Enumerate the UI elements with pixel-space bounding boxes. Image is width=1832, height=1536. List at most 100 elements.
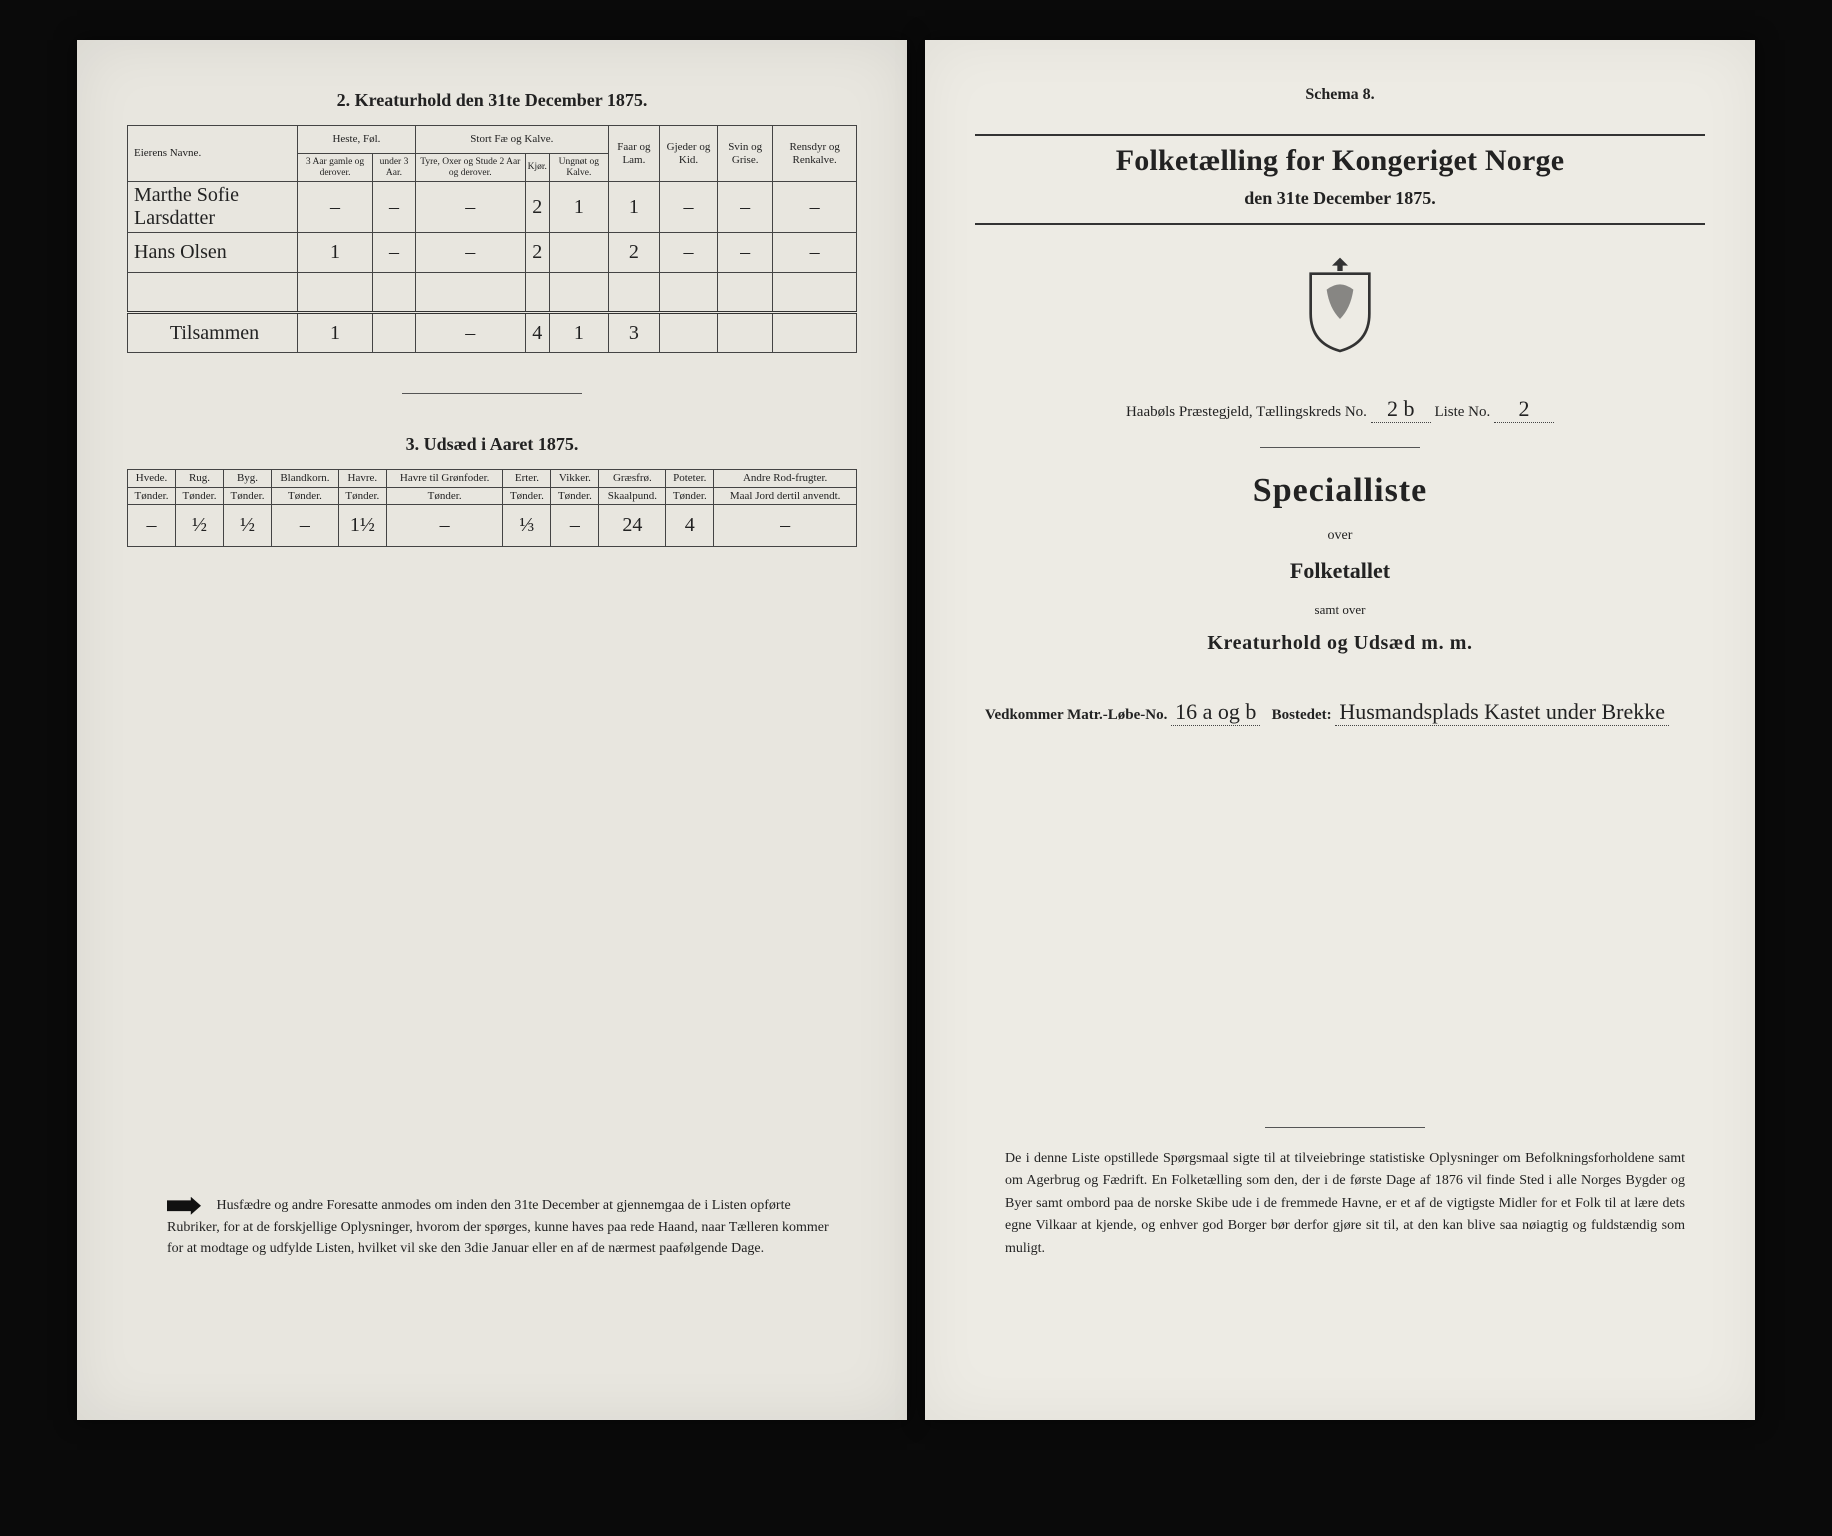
col-cattle-2: Kjør.	[525, 154, 549, 182]
unit: Tønder.	[176, 487, 224, 505]
unit: Tønder.	[224, 487, 272, 505]
col: Byg.	[224, 470, 272, 488]
cell: 1	[549, 313, 608, 353]
right-page: Schema 8. Folketælling for Kongeriget No…	[925, 40, 1755, 1420]
kreaturhold-heading: Kreaturhold og Udsæd m. m.	[975, 632, 1705, 655]
col-reindeer: Rensdyr og Renkalve.	[773, 126, 857, 182]
col-horses: Heste, Føl.	[298, 126, 416, 154]
kreaturhold-table: Eierens Navne. Heste, Føl. Stort Fæ og K…	[127, 125, 857, 353]
cell: –	[128, 505, 176, 547]
census-date: den 31te December 1875.	[975, 188, 1705, 209]
cell: –	[718, 233, 773, 273]
col: Poteter.	[666, 470, 714, 488]
samt-label: samt over	[975, 602, 1705, 618]
cell: –	[373, 182, 416, 233]
unit: Tønder.	[503, 487, 551, 505]
table-row-sum: Tilsammen 1 – 4 1 3	[128, 313, 857, 353]
col-horses-2: under 3 Aar.	[373, 154, 416, 182]
cell: –	[773, 233, 857, 273]
cell: –	[660, 233, 718, 273]
cell: 1	[298, 233, 373, 273]
col-horses-1: 3 Aar gamle og derover.	[298, 154, 373, 182]
specialliste-heading: Specialliste	[975, 472, 1705, 510]
left-page: 2. Kreaturhold den 31te December 1875. E…	[77, 40, 907, 1420]
divider	[1260, 447, 1420, 448]
pointer-icon	[167, 1197, 201, 1215]
left-footnote: Husfædre og andre Foresatte anmodes om i…	[167, 1198, 829, 1256]
col-name: Eierens Navne.	[128, 126, 298, 182]
col: Blandkorn.	[272, 470, 339, 488]
cell: –	[660, 182, 718, 233]
right-footnote: De i denne Liste opstillede Spørgsmaal s…	[1005, 1151, 1685, 1256]
cell: 1	[298, 313, 373, 353]
cell	[773, 313, 857, 353]
cell: 4	[666, 505, 714, 547]
header-row: Hvede. Rug. Byg. Blandkorn. Havre. Havre…	[128, 470, 857, 488]
col: Vikker.	[551, 470, 599, 488]
divider	[1265, 1127, 1425, 1128]
cell: –	[386, 505, 503, 547]
col-goats: Gjeder og Kid.	[660, 126, 718, 182]
col: Andre Rod-frugter.	[714, 470, 857, 488]
cell: –	[415, 182, 525, 233]
cell: 4	[525, 313, 549, 353]
unit: Tønder.	[272, 487, 339, 505]
over-label: over	[975, 528, 1705, 544]
label: Bostedet:	[1272, 707, 1332, 723]
cell: –	[272, 505, 339, 547]
unit: Maal Jord dertil anvendt.	[714, 487, 857, 505]
cell: ½	[224, 505, 272, 547]
cell: ⅓	[503, 505, 551, 547]
row-name: Hans Olsen	[128, 233, 298, 273]
col-cattle-3: Ungnøt og Kalve.	[549, 154, 608, 182]
unit: Tønder.	[338, 487, 386, 505]
unit: Tønder.	[666, 487, 714, 505]
col: Havre.	[338, 470, 386, 488]
cell: –	[773, 182, 857, 233]
section3-title: 3. Udsæd i Aaret 1875.	[127, 434, 857, 455]
cell	[549, 233, 608, 273]
cell	[660, 313, 718, 353]
kreds-value: 2 b	[1371, 396, 1431, 423]
matr-no: 16 a og b	[1171, 699, 1260, 726]
bosted: Husmandsplads Kastet under Brekke	[1335, 699, 1669, 726]
cell	[373, 313, 416, 353]
cell: 24	[599, 505, 666, 547]
col: Erter.	[503, 470, 551, 488]
label: Haabøls Præstegjeld, Tællingskreds No.	[1126, 404, 1367, 420]
unit: Tønder.	[386, 487, 503, 505]
unit: Skaalpund.	[599, 487, 666, 505]
folketallet-heading: Folketallet	[975, 558, 1705, 584]
cell: –	[718, 182, 773, 233]
cell: –	[373, 233, 416, 273]
unit-row: Tønder. Tønder. Tønder. Tønder. Tønder. …	[128, 487, 857, 505]
cell: 3	[608, 313, 659, 353]
cell: –	[714, 505, 857, 547]
census-title: Folketælling for Kongeriget Norge	[975, 144, 1705, 178]
right-footnote-block: De i denne Liste opstillede Spørgsmaal s…	[1005, 1127, 1685, 1260]
table-row-empty	[128, 273, 857, 313]
section2-title: 2. Kreaturhold den 31te December 1875.	[127, 90, 857, 111]
label: Liste No.	[1434, 404, 1490, 420]
row-name: Marthe Sofie Larsdatter	[128, 182, 298, 233]
schema-label: Schema 8.	[975, 86, 1705, 104]
kreds-line: Haabøls Præstegjeld, Tællingskreds No. 2…	[975, 396, 1705, 423]
unit: Tønder.	[128, 487, 176, 505]
cell: 1½	[338, 505, 386, 547]
col-sheep: Faar og Lam.	[608, 126, 659, 182]
cell: ½	[176, 505, 224, 547]
divider	[975, 223, 1705, 225]
cell: –	[551, 505, 599, 547]
col: Hvede.	[128, 470, 176, 488]
col-pigs: Svin og Grise.	[718, 126, 773, 182]
divider	[402, 393, 582, 394]
cell: 2	[525, 182, 549, 233]
sum-label: Tilsammen	[128, 313, 298, 353]
label: Vedkommer Matr.-Løbe-No.	[985, 707, 1167, 723]
page-spread: 2. Kreaturhold den 31te December 1875. E…	[77, 40, 1755, 1420]
left-footnote-block: Husfædre og andre Foresatte anmodes om i…	[167, 1195, 837, 1260]
cell: –	[415, 233, 525, 273]
table-row: Hans Olsen 1 – – 2 2 – – –	[128, 233, 857, 273]
cell	[718, 313, 773, 353]
coat-of-arms-icon	[975, 255, 1705, 360]
